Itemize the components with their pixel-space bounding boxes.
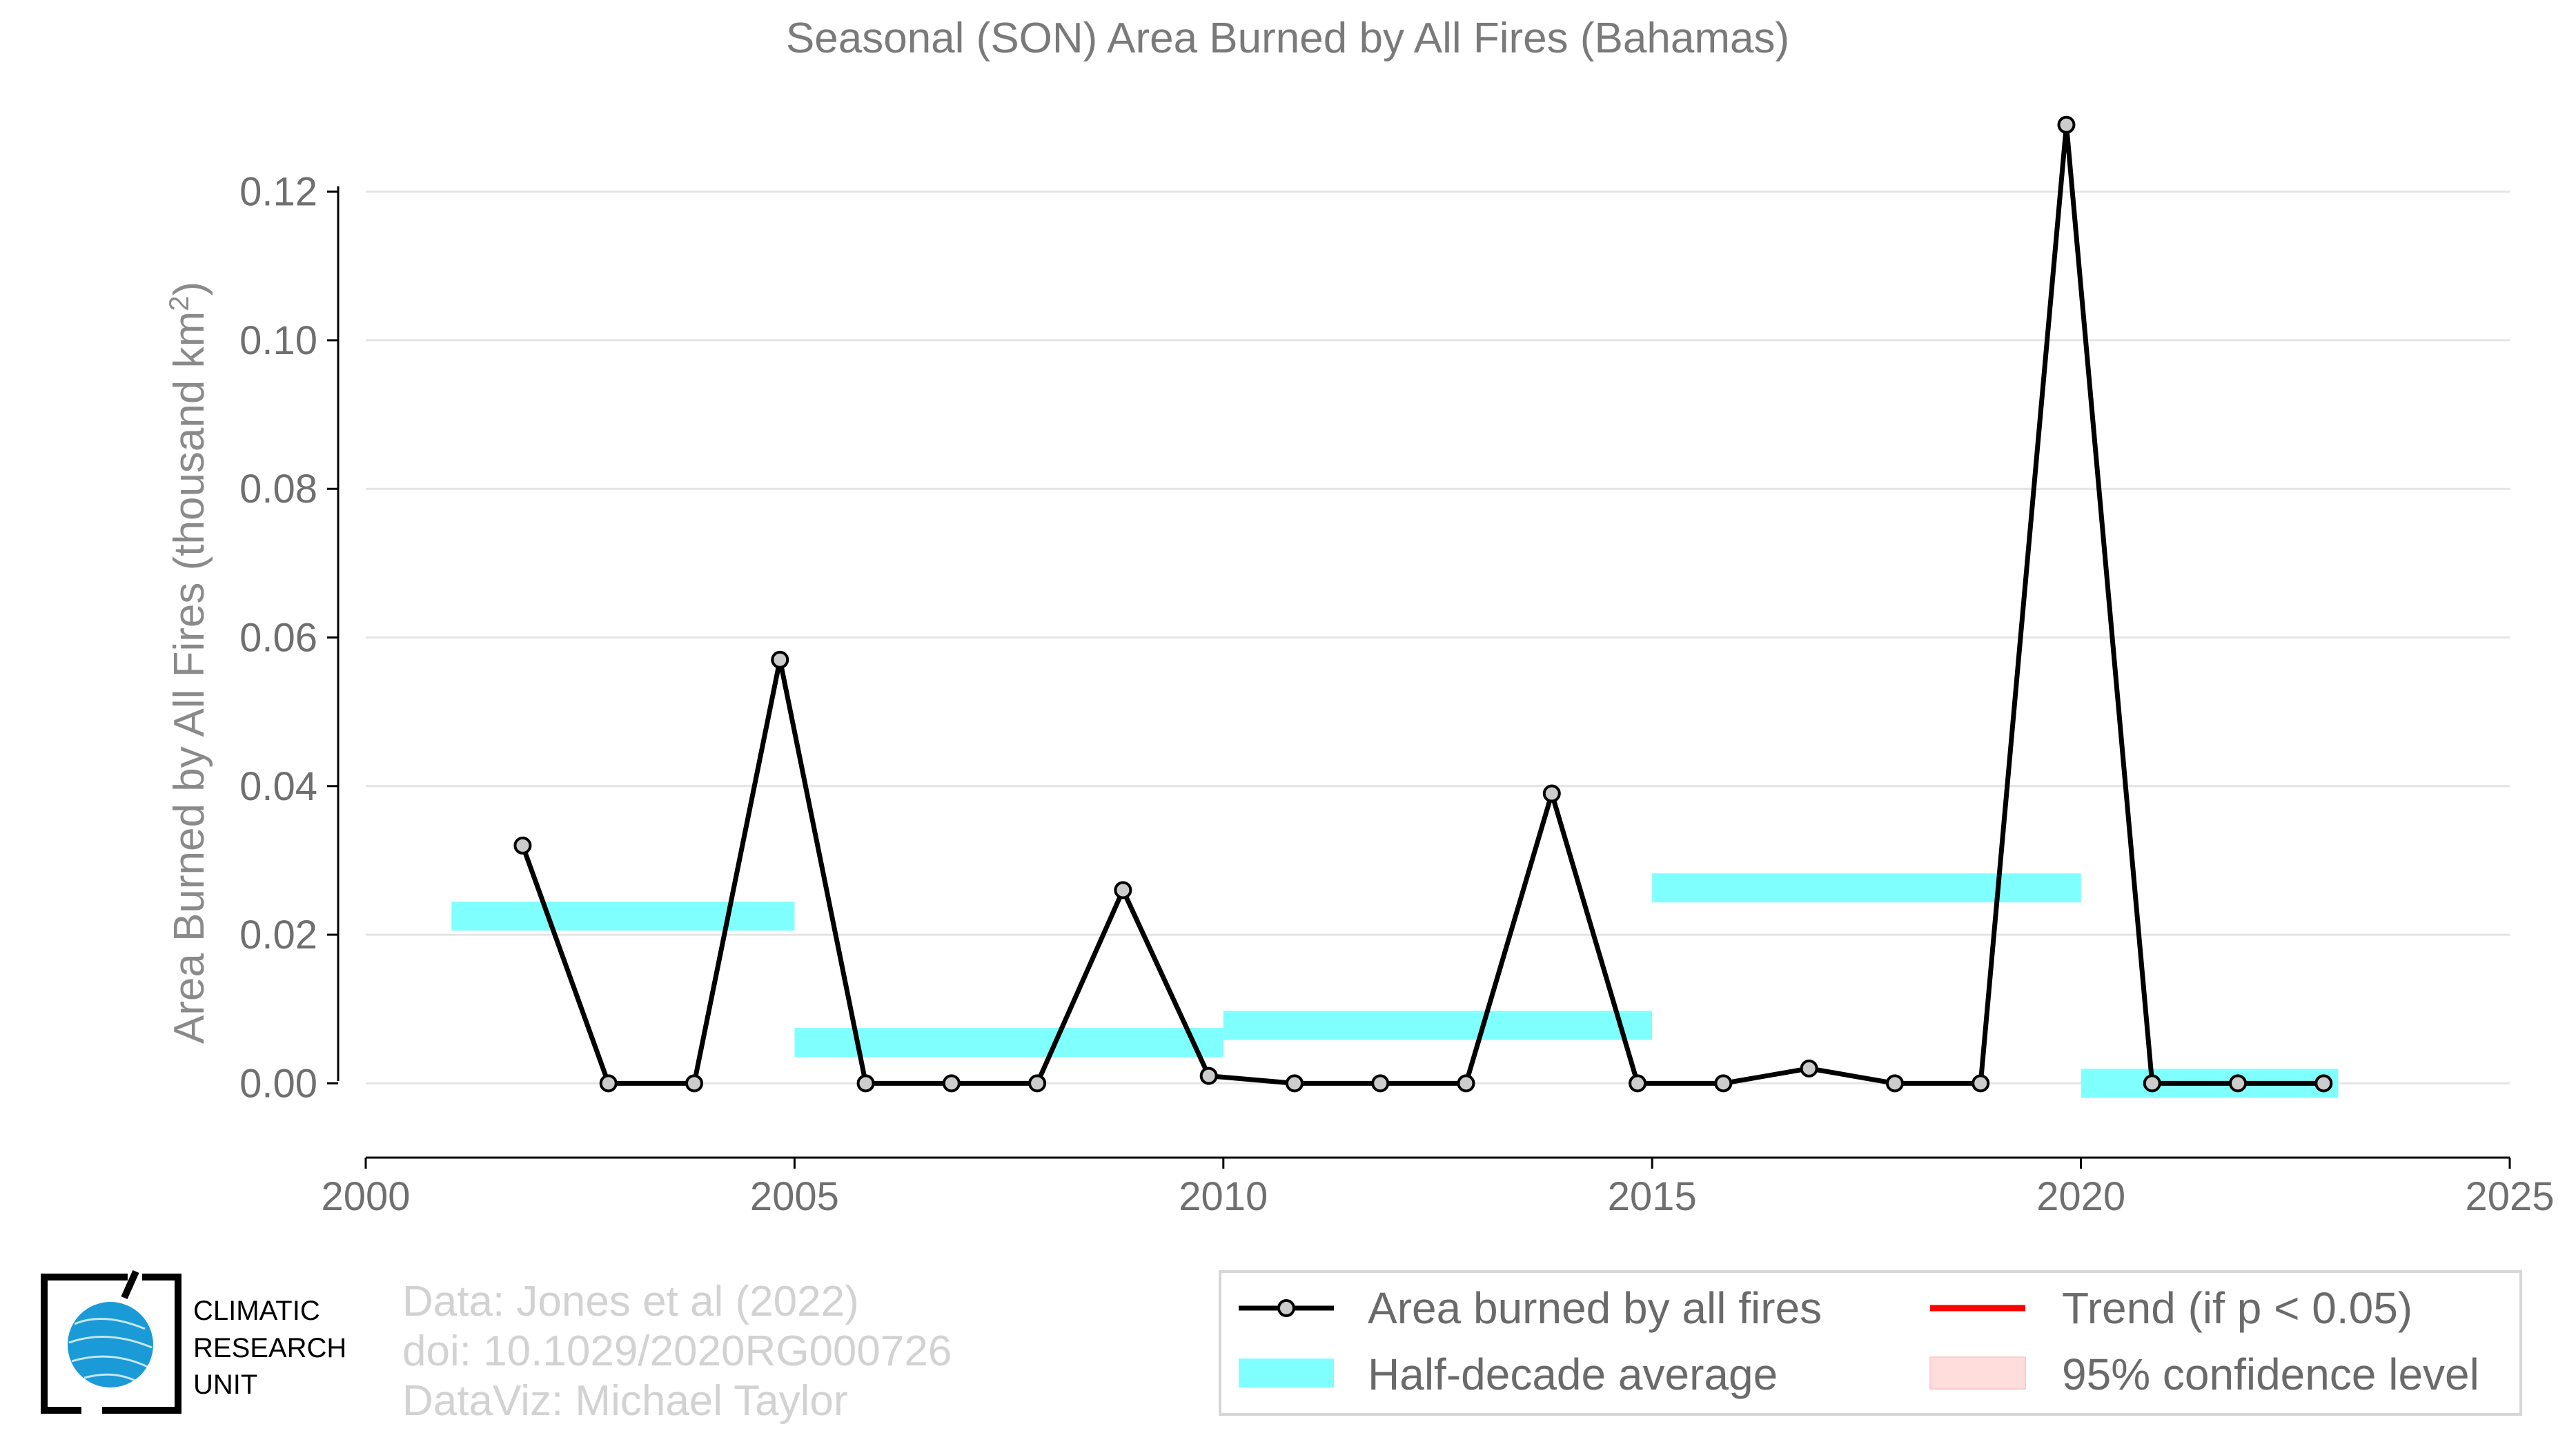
y-axis-label-superscript: 2 bbox=[164, 296, 195, 311]
y-tick-label: 0.08 bbox=[239, 467, 317, 512]
data-point bbox=[1028, 1074, 1047, 1093]
data-point bbox=[2057, 115, 2076, 134]
data-point bbox=[1885, 1074, 1904, 1093]
logo-text-research: RESEARCH bbox=[193, 1333, 346, 1363]
data-point bbox=[1714, 1074, 1733, 1093]
x-ticks: 2000 2005 2010 2015 2020 2025 bbox=[321, 1158, 2555, 1219]
legend-box bbox=[1219, 1270, 2522, 1416]
data-point bbox=[2229, 1074, 2248, 1093]
logo-bracket-right bbox=[102, 1274, 181, 1414]
y-tick-label: 0.04 bbox=[239, 764, 317, 809]
data-point bbox=[2314, 1074, 2333, 1093]
legend-label-area-burned: Area burned by all fires bbox=[1368, 1283, 1822, 1333]
data-point bbox=[1199, 1067, 1218, 1085]
data-point bbox=[1457, 1074, 1475, 1093]
half-decade-average-bar bbox=[794, 1028, 1223, 1058]
logo-bracket-left bbox=[41, 1274, 128, 1414]
y-ticks: 0.00 0.02 0.04 0.06 0.08 0.10 0.12 bbox=[239, 170, 338, 1106]
logo-text-climatic: CLIMATIC bbox=[193, 1296, 320, 1326]
legend-label-confidence: 95% confidence level bbox=[2062, 1350, 2479, 1399]
legend-key-confidence bbox=[1929, 1356, 2026, 1390]
x-tick-label: 2015 bbox=[1608, 1174, 1697, 1219]
credit-dataviz: DataViz: Michael Taylor bbox=[402, 1377, 848, 1425]
data-point bbox=[1800, 1059, 1818, 1078]
data-point bbox=[599, 1074, 618, 1093]
cru-logo: CLIMATIC RESEARCH UNIT bbox=[41, 1269, 346, 1414]
y-tick-label: 0.06 bbox=[239, 616, 317, 661]
data-point bbox=[1371, 1074, 1390, 1093]
globe-lines bbox=[68, 1318, 153, 1383]
legend-key-area-burned-marker bbox=[1277, 1299, 1295, 1317]
data-point bbox=[942, 1074, 961, 1093]
legend-label-trend: Trend (if p < 0.05) bbox=[2062, 1283, 2412, 1333]
data-point bbox=[513, 836, 532, 855]
y-tick-label: 0.00 bbox=[239, 1061, 317, 1106]
y-axis-label-main: Area Burned by All Fires (thousand km bbox=[166, 311, 213, 1044]
data-point bbox=[856, 1074, 875, 1093]
data-point bbox=[1285, 1074, 1304, 1093]
half-decade-average-bar bbox=[1223, 1011, 1653, 1040]
x-tick-label: 2000 bbox=[321, 1174, 410, 1219]
x-tick-label: 2010 bbox=[1179, 1174, 1268, 1219]
credit-data: Data: Jones et al (2022) bbox=[402, 1278, 859, 1325]
y-tick-label: 0.12 bbox=[239, 170, 317, 215]
data-point bbox=[771, 650, 789, 669]
x-tick-label: 2005 bbox=[750, 1174, 839, 1219]
credit-doi: doi: 10.1029/2020RG000726 bbox=[402, 1327, 952, 1375]
y-tick-label: 0.10 bbox=[239, 318, 317, 363]
data-point bbox=[1542, 784, 1561, 803]
series-line bbox=[520, 122, 2324, 1086]
half-decade-average-bar bbox=[451, 902, 795, 931]
x-tick-label: 2020 bbox=[2036, 1174, 2125, 1219]
y-axis-label: Area Burned by All Fires (thousand km2) bbox=[164, 282, 213, 1044]
chart-title: Seasonal (SON) Area Burned by All Fires … bbox=[786, 14, 1789, 62]
data-point bbox=[2143, 1074, 2161, 1093]
legend: Area burned by all fires Trend (if p < 0… bbox=[1219, 1270, 2522, 1416]
data-point bbox=[1114, 881, 1132, 899]
logo-slash bbox=[121, 1269, 139, 1300]
half-decade-average-bands bbox=[451, 873, 2339, 1098]
y-axis-label-close: ) bbox=[166, 282, 213, 296]
logo-text-unit: UNIT bbox=[193, 1370, 257, 1400]
series-area-burned bbox=[513, 115, 2333, 1093]
data-point bbox=[685, 1074, 703, 1093]
legend-label-half-decade: Half-decade average bbox=[1368, 1350, 1778, 1399]
data-point bbox=[1972, 1074, 1990, 1093]
half-decade-average-bar bbox=[1652, 873, 2081, 903]
x-tick-label: 2025 bbox=[2465, 1174, 2554, 1219]
y-tick-label: 0.02 bbox=[239, 913, 317, 957]
data-point bbox=[1629, 1074, 1647, 1093]
grid-lines bbox=[366, 191, 2510, 1084]
legend-key-half-decade bbox=[1239, 1359, 1334, 1387]
